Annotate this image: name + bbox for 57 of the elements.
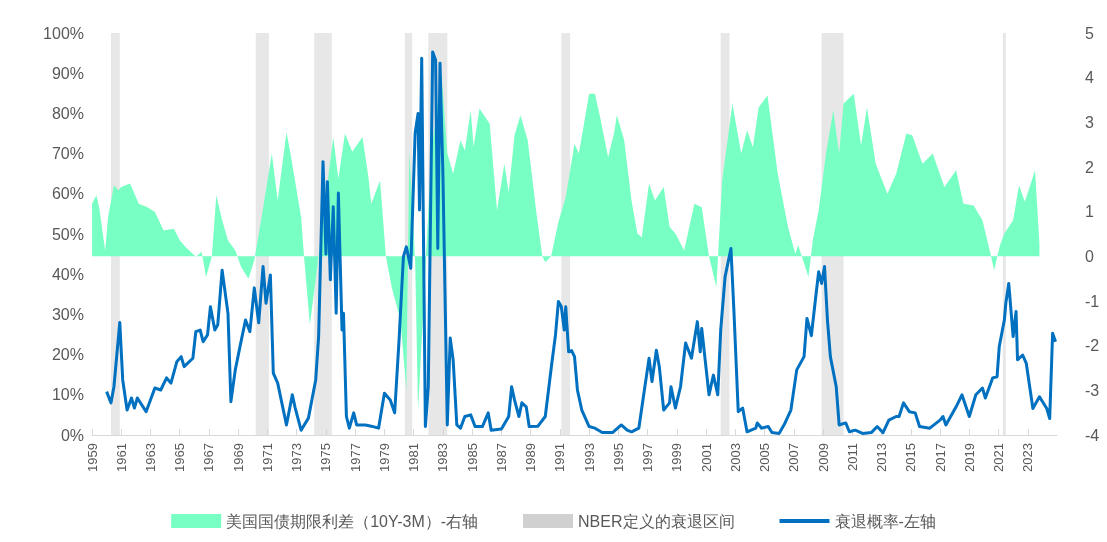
y-tick-label: 30% bbox=[51, 305, 84, 323]
x-tick-label: 1983 bbox=[435, 443, 451, 472]
x-tick-label: 1999 bbox=[669, 443, 685, 472]
legend-label: NBER定义的衰退区间 bbox=[578, 512, 735, 530]
x-tick-label: 2013 bbox=[874, 443, 890, 472]
x-tick-label: 2011 bbox=[844, 443, 860, 471]
y2-tick-label: 4 bbox=[1085, 69, 1094, 87]
x-tick-label: 1985 bbox=[464, 443, 480, 472]
x-tick-label: 1963 bbox=[142, 443, 158, 472]
y2-tick-label: -4 bbox=[1085, 426, 1100, 444]
x-tick-label: 2007 bbox=[786, 443, 802, 472]
legend-label: 美国国债期限利差（10Y-3M）-右轴 bbox=[226, 512, 479, 530]
y-tick-label: 50% bbox=[51, 225, 84, 243]
x-tick-label: 1981 bbox=[406, 443, 422, 472]
legend-label: 衰退概率-左轴 bbox=[834, 512, 936, 530]
y-tick-label: 0% bbox=[60, 426, 84, 444]
y-tick-label: 10% bbox=[51, 386, 84, 404]
y2-tick-label: -2 bbox=[1085, 337, 1100, 355]
x-tick-label: 1961 bbox=[113, 443, 129, 472]
x-tick-label: 1975 bbox=[318, 443, 334, 472]
y2-tick-label: -3 bbox=[1085, 381, 1100, 399]
y2-tick-label: 0 bbox=[1085, 247, 1094, 265]
y2-tick-label: 2 bbox=[1085, 158, 1094, 176]
x-tick-label: 1989 bbox=[523, 443, 539, 472]
x-tick-label: 1971 bbox=[259, 443, 275, 472]
y2-tick-label: -1 bbox=[1085, 292, 1100, 310]
x-tick-label: 2005 bbox=[757, 443, 773, 472]
x-tick-label: 2017 bbox=[932, 443, 948, 472]
y2-tick-label: 5 bbox=[1085, 24, 1094, 42]
x-tick-label: 1977 bbox=[347, 443, 363, 472]
x-tick-label: 2015 bbox=[903, 443, 919, 472]
x-tick-label: 1993 bbox=[581, 443, 597, 472]
x-tick-label: 1967 bbox=[201, 443, 217, 472]
y-tick-label: 80% bbox=[51, 104, 84, 122]
x-tick-label: 2001 bbox=[698, 443, 714, 472]
x-tick-label: 1979 bbox=[376, 443, 392, 472]
y-tick-label: 20% bbox=[51, 346, 84, 364]
x-tick-label: 2019 bbox=[961, 443, 977, 472]
x-tick-label: 1965 bbox=[172, 443, 188, 472]
x-tick-label: 2009 bbox=[815, 443, 831, 472]
x-tick-label: 2003 bbox=[727, 443, 743, 472]
y-tick-label: 70% bbox=[51, 145, 84, 163]
y-tick-label: 60% bbox=[51, 185, 84, 203]
x-tick-label: 2023 bbox=[1020, 443, 1036, 472]
y2-tick-label: 3 bbox=[1085, 113, 1094, 131]
y-tick-label: 90% bbox=[51, 64, 84, 82]
x-tick-label: 1959 bbox=[84, 443, 100, 472]
x-tick-label: 1969 bbox=[230, 443, 246, 472]
y-tick-label: 100% bbox=[43, 24, 84, 42]
x-tick-label: 1991 bbox=[552, 443, 568, 472]
y2-tick-label: 1 bbox=[1085, 203, 1094, 221]
x-tick-label: 1987 bbox=[493, 443, 509, 472]
x-tick-label: 2021 bbox=[991, 443, 1007, 472]
x-tick-label: 1995 bbox=[610, 443, 626, 472]
y-tick-label: 40% bbox=[51, 265, 84, 283]
x-tick-label: 1997 bbox=[640, 443, 656, 472]
x-tick-label: 1973 bbox=[289, 443, 305, 472]
